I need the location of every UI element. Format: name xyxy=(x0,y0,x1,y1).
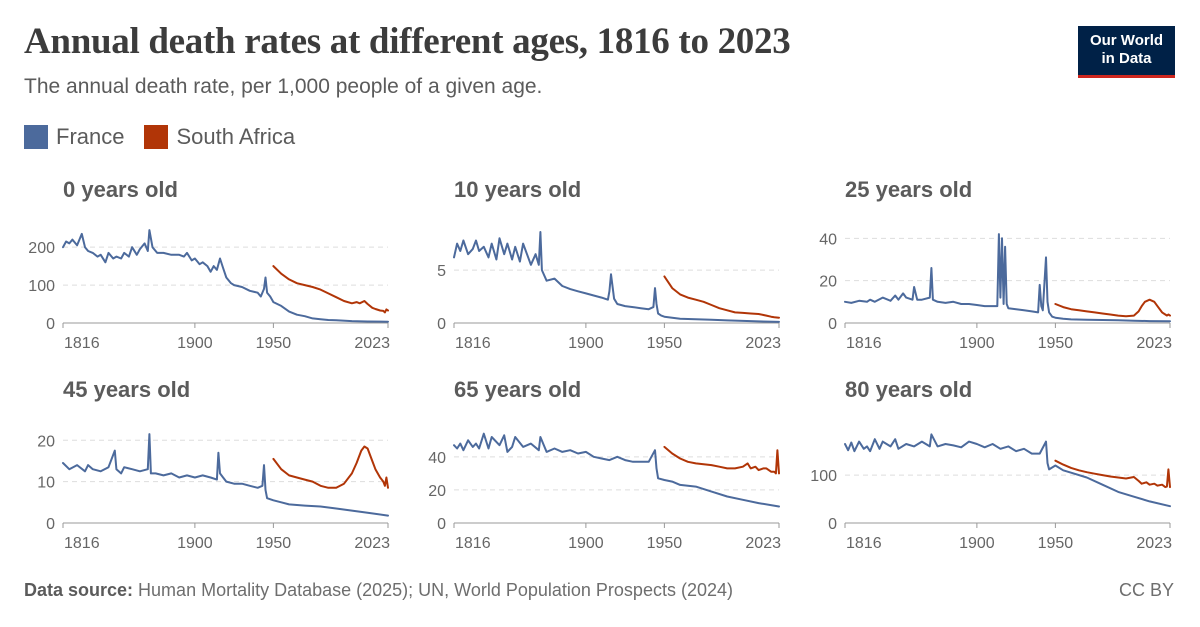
x-tick-label: 1816 xyxy=(64,535,100,552)
series-line-south-africa xyxy=(272,445,389,489)
x-tick-label: 1900 xyxy=(177,535,213,552)
y-tick-label: 40 xyxy=(428,450,446,467)
y-tick-label: 0 xyxy=(46,316,55,333)
y-tick-label: 20 xyxy=(819,274,837,291)
page-subtitle: The annual death rate, per 1,000 people … xyxy=(24,75,543,98)
y-tick-label: 100 xyxy=(28,278,55,295)
y-tick-label: 20 xyxy=(428,483,446,500)
y-tick-label: 40 xyxy=(819,231,837,248)
logo-line-1: Our World xyxy=(1089,32,1164,49)
chart-panel-0: 0 years old 0 100 200 1816 1900 1950 2023 xyxy=(28,177,390,352)
series-line-france xyxy=(453,231,780,323)
legend-label-south-africa: South Africa xyxy=(176,124,296,149)
y-tick-label: 5 xyxy=(437,263,446,280)
x-tick-label: 2023 xyxy=(745,535,781,552)
chart-panel-4: 65 years old 0 20 40 1816 1900 1950 2023 xyxy=(428,377,781,552)
chart-panel-5: 80 years old 0 100 1816 1900 1950 2023 xyxy=(810,377,1172,552)
data-source: Data source: Human Mortality Database (2… xyxy=(24,580,733,601)
y-tick-label: 100 xyxy=(810,468,837,485)
data-source-label: Data source: xyxy=(24,580,134,600)
data-source-text: Human Mortality Database (2025); UN, Wor… xyxy=(133,580,733,600)
y-tick-label: 0 xyxy=(828,316,837,333)
y-tick-label: 200 xyxy=(28,240,55,257)
x-tick-label: 1900 xyxy=(568,335,604,352)
chart-panel-1: 10 years old 0 5 1816 1900 1950 2023 xyxy=(437,177,781,352)
x-tick-label: 1950 xyxy=(256,335,292,352)
panel-title: 25 years old xyxy=(845,177,972,202)
series-line-south-africa xyxy=(663,445,780,475)
y-tick-label: 0 xyxy=(437,316,446,333)
panel-title: 80 years old xyxy=(845,377,972,402)
x-tick-label: 2023 xyxy=(745,335,781,352)
legend: France South Africa xyxy=(24,124,315,150)
y-tick-label: 0 xyxy=(46,516,55,533)
x-tick-label: 2023 xyxy=(1136,335,1172,352)
chart-panel-3: 45 years old 0 10 20 1816 1900 1950 2023 xyxy=(37,377,390,552)
series-line-south-africa xyxy=(663,275,780,319)
license-link[interactable]: CC BY xyxy=(1118,580,1174,600)
x-tick-label: 1950 xyxy=(647,335,683,352)
series-line-france xyxy=(453,432,780,508)
x-tick-label: 1950 xyxy=(647,535,683,552)
series-line-south-africa xyxy=(272,265,389,314)
panel-title: 0 years old xyxy=(63,177,178,202)
x-tick-label: 1900 xyxy=(959,535,995,552)
logo-line-2: in Data xyxy=(1101,50,1152,67)
y-tick-label: 0 xyxy=(437,516,446,533)
x-tick-label: 2023 xyxy=(1136,535,1172,552)
x-tick-label: 1950 xyxy=(256,535,292,552)
x-tick-label: 1816 xyxy=(455,335,491,352)
panel-title: 10 years old xyxy=(454,177,581,202)
page-title: Annual death rates at different ages, 18… xyxy=(24,21,791,62)
panel-title: 65 years old xyxy=(454,377,581,402)
x-tick-label: 1816 xyxy=(846,535,882,552)
panel-title: 45 years old xyxy=(63,377,190,402)
y-tick-label: 0 xyxy=(828,516,837,533)
x-tick-label: 1900 xyxy=(568,535,604,552)
chart-panel-2: 25 years old 0 20 40 1816 1900 1950 2023 xyxy=(819,177,1172,352)
y-tick-label: 20 xyxy=(37,433,55,450)
x-tick-label: 1950 xyxy=(1038,335,1074,352)
series-line-france xyxy=(62,433,389,517)
x-tick-label: 1816 xyxy=(64,335,100,352)
legend-label-france: France xyxy=(56,124,125,149)
series-line-france xyxy=(844,433,1171,508)
x-tick-label: 1950 xyxy=(1038,535,1074,552)
x-tick-label: 1900 xyxy=(177,335,213,352)
x-tick-label: 2023 xyxy=(354,535,390,552)
y-tick-label: 10 xyxy=(37,475,55,492)
legend-item-france[interactable]: France xyxy=(24,124,124,150)
series-line-france xyxy=(844,233,1171,323)
owid-logo[interactable]: Our World in Data xyxy=(1078,26,1175,78)
series-line-south-africa xyxy=(1054,459,1171,489)
legend-item-south-africa[interactable]: South Africa xyxy=(144,124,295,150)
x-tick-label: 1816 xyxy=(846,335,882,352)
series-line-france xyxy=(62,229,389,323)
x-tick-label: 2023 xyxy=(354,335,390,352)
legend-swatch-south-africa xyxy=(144,125,169,149)
x-tick-label: 1816 xyxy=(455,535,491,552)
series-line-south-africa xyxy=(1054,298,1171,318)
x-tick-label: 1900 xyxy=(959,335,995,352)
legend-swatch-france xyxy=(24,125,48,149)
